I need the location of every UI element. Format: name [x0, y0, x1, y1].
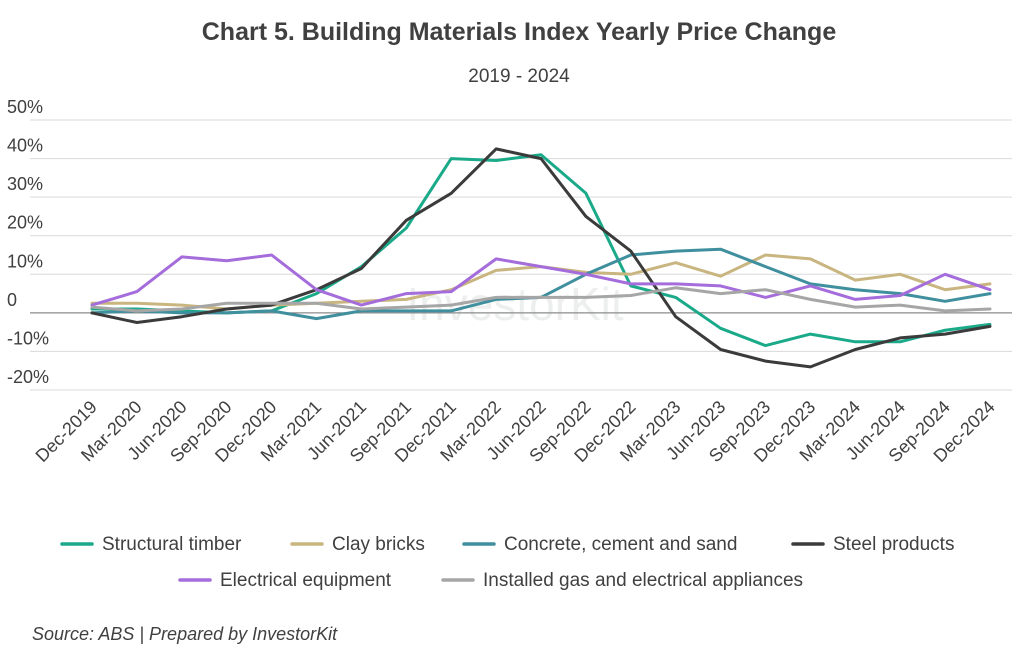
y-tick-label: -20% — [7, 367, 49, 387]
y-tick-label: 0 — [7, 290, 17, 310]
y-tick-label: 40% — [7, 136, 43, 156]
y-tick-label: 50% — [7, 97, 43, 117]
legend-item: Concrete, cement and sand — [462, 534, 737, 555]
series-line-5 — [90, 253, 992, 307]
chart-subtitle: 2019 - 2024 — [468, 66, 570, 87]
legend-label: Electrical equipment — [220, 570, 392, 591]
source-note: Source: ABS | Prepared by InvestorKit — [32, 624, 338, 644]
legend-label: Steel products — [833, 534, 954, 555]
legend-label: Structural timber — [102, 534, 242, 555]
legend-label: Clay bricks — [332, 534, 425, 555]
legend-label: Concrete, cement and sand — [504, 534, 737, 555]
legend-label: Installed gas and electrical appliances — [483, 570, 803, 591]
legend: Structural timber Clay bricks Concrete, ce… — [60, 534, 954, 591]
series-line-6 — [90, 286, 992, 313]
legend-item: Clay bricks — [290, 534, 425, 555]
series-lines — [90, 147, 992, 369]
y-tick-label: 20% — [7, 213, 43, 233]
legend-item: Electrical equipment — [178, 570, 392, 591]
series-line-4 — [90, 147, 992, 369]
watermark-logo: InvestorKit — [406, 278, 624, 330]
grid-lines — [30, 119, 1012, 391]
watermark-text: InvestorKit — [406, 278, 624, 330]
y-tick-label: -10% — [7, 328, 49, 348]
legend-item: Steel products — [791, 534, 954, 555]
y-tick-label: 10% — [7, 251, 43, 271]
y-tick-label: 30% — [7, 174, 43, 194]
y-axis-ticks: 50% 40% 30% 20% 10% 0 -10% -20% — [7, 97, 49, 387]
legend-item: Installed gas and electrical appliances — [441, 570, 803, 591]
x-axis-ticks: Dec-2019Mar-2020Jun-2020Sep-2020Dec-2020… — [31, 397, 998, 466]
legend-item: Structural timber — [60, 534, 242, 555]
chart-title: Chart 5. Building Materials Index Yearly… — [202, 18, 837, 46]
